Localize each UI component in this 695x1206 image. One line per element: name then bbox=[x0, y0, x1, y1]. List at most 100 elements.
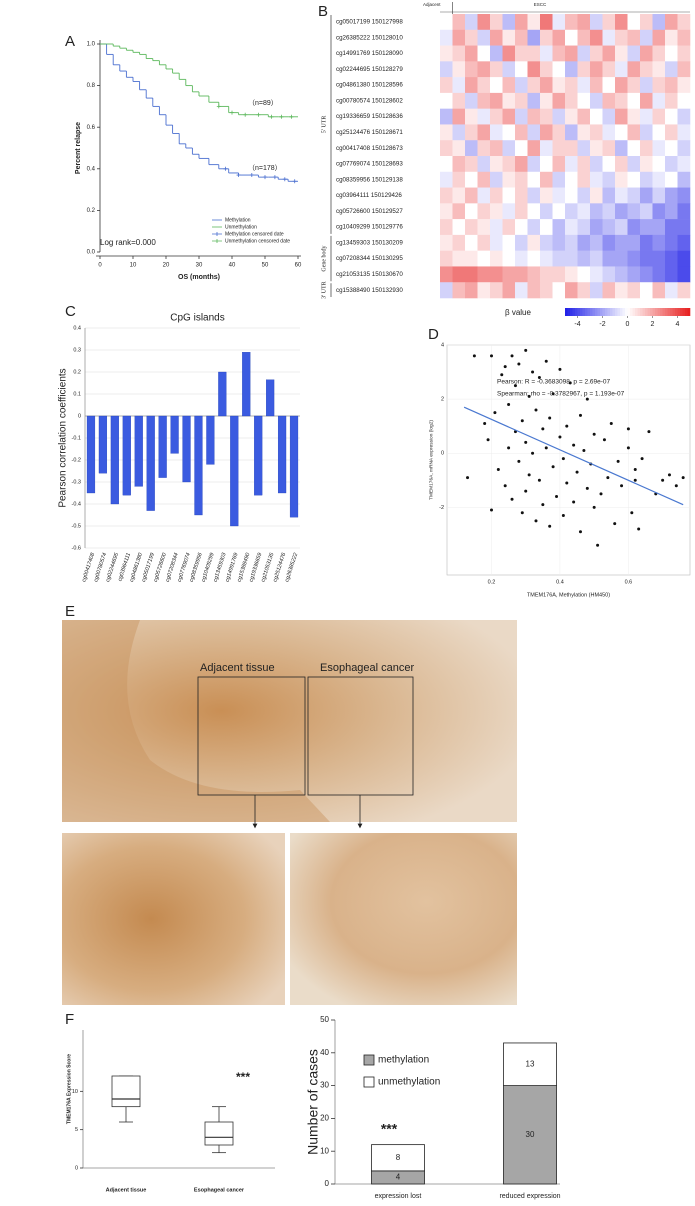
heatmap-cell bbox=[665, 250, 678, 267]
y-tick-label: 30 bbox=[320, 1081, 329, 1090]
row-label: cg07208344 150130295 bbox=[336, 255, 403, 262]
colorbar-step bbox=[605, 308, 608, 316]
heatmap-cell bbox=[477, 92, 491, 109]
heatmap-cell bbox=[590, 140, 603, 157]
panel-label: C bbox=[65, 303, 76, 320]
y-tick-label: 0.0 bbox=[87, 250, 96, 256]
heatmap-cell bbox=[540, 250, 553, 267]
panel-label: B bbox=[318, 3, 328, 20]
point bbox=[524, 440, 528, 444]
colorbar-step bbox=[685, 308, 688, 316]
heatmap-cell bbox=[565, 282, 578, 299]
value-label: 8 bbox=[396, 1153, 401, 1162]
heatmap-cell bbox=[640, 171, 653, 188]
row-label: cg07769074 150128693 bbox=[336, 161, 403, 168]
heatmap-cell bbox=[565, 45, 578, 62]
heatmap-cell bbox=[615, 140, 628, 157]
heatmap-cell bbox=[527, 282, 541, 299]
heatmap-cell bbox=[565, 124, 578, 141]
heatmap-cell bbox=[452, 219, 466, 236]
heatmap-cell bbox=[527, 203, 541, 220]
region-label: Gene body bbox=[321, 245, 327, 271]
heatmap-cell bbox=[465, 203, 478, 220]
heatmap-cell bbox=[515, 108, 528, 125]
colorbar-step bbox=[632, 308, 636, 316]
heatmap-cell bbox=[615, 266, 628, 283]
y-tick-label: 0.8 bbox=[87, 83, 96, 89]
point bbox=[534, 519, 538, 523]
row-label: cg26385222 150128010 bbox=[336, 34, 403, 41]
heatmap-cell bbox=[440, 14, 453, 31]
heatmap-cell bbox=[552, 77, 566, 94]
y-tick-label: -0.2 bbox=[72, 457, 81, 463]
heatmap-cell bbox=[590, 124, 603, 141]
heatmap-cell bbox=[502, 77, 516, 94]
point bbox=[572, 443, 576, 447]
trend-line bbox=[463, 406, 684, 506]
heatmap-cell bbox=[490, 219, 503, 236]
heatmap-cell bbox=[677, 29, 691, 46]
y-axis-label: TMEM176A Expression Score bbox=[66, 1054, 72, 1124]
heatmap-cell bbox=[440, 61, 453, 78]
heatmap-cell bbox=[490, 203, 503, 220]
heatmap-cell bbox=[665, 219, 678, 236]
heatmap-cell bbox=[440, 282, 453, 299]
point bbox=[572, 500, 576, 504]
heatmap-cell bbox=[552, 140, 566, 157]
heatmap-cell bbox=[590, 219, 603, 236]
heatmap-cell bbox=[452, 61, 466, 78]
heatmap-cell bbox=[502, 282, 516, 299]
heatmap-cell bbox=[577, 187, 591, 204]
colorbar-step bbox=[642, 308, 646, 316]
colorbar-step bbox=[660, 308, 663, 316]
heatmap-cell bbox=[440, 187, 453, 204]
heatmap-cell bbox=[515, 282, 528, 299]
heatmap-cell bbox=[590, 14, 603, 31]
heatmap-cell bbox=[677, 282, 691, 299]
heatmap-cell bbox=[677, 45, 691, 62]
colorbar-step bbox=[585, 308, 588, 316]
y-tick-label: 4 bbox=[441, 342, 444, 348]
box bbox=[204, 1121, 234, 1146]
heatmap-cell bbox=[477, 61, 491, 78]
row-label: cg21053135 150130670 bbox=[336, 271, 403, 278]
heatmap-cell bbox=[677, 14, 691, 31]
point bbox=[585, 486, 589, 490]
colorbar-step bbox=[597, 308, 601, 316]
heatmap-cell bbox=[590, 266, 603, 283]
heatmap-cell bbox=[452, 77, 466, 94]
colorbar-step bbox=[565, 308, 568, 316]
heatmap-cell bbox=[465, 156, 478, 173]
colorbar-step bbox=[637, 308, 641, 316]
censor-mark bbox=[292, 179, 297, 184]
heatmap-cell bbox=[615, 61, 628, 78]
y-tick-label: 0 bbox=[325, 1179, 330, 1188]
colorbar-step bbox=[575, 308, 578, 316]
y-axis-label: Number of cases bbox=[305, 1049, 321, 1155]
heatmap-cell bbox=[490, 29, 503, 46]
heatmap-cell bbox=[665, 140, 678, 157]
colorbar-step bbox=[622, 308, 626, 316]
heatmap-cell bbox=[502, 203, 516, 220]
point bbox=[517, 459, 521, 463]
heatmap-cell bbox=[477, 219, 491, 236]
x-tick-label: 20 bbox=[163, 263, 170, 269]
heatmap-cell bbox=[540, 203, 553, 220]
y-tick-label: 1.0 bbox=[87, 42, 96, 48]
heatmap-cell bbox=[527, 234, 541, 251]
heatmap-cell bbox=[640, 156, 653, 173]
heatmap-cell bbox=[515, 140, 528, 157]
heatmap-cell bbox=[677, 234, 691, 251]
heatmap-cell bbox=[477, 187, 491, 204]
heatmap-cell bbox=[490, 156, 503, 173]
heatmap-cell bbox=[452, 203, 466, 220]
heatmap-cell bbox=[665, 124, 678, 141]
heatmap-cell bbox=[552, 124, 566, 141]
point bbox=[466, 476, 470, 480]
colorbar-step bbox=[627, 308, 631, 316]
heatmap-cell bbox=[640, 234, 653, 251]
heatmap-cell bbox=[465, 187, 478, 204]
heatmap-cell bbox=[577, 156, 591, 173]
zoom-box bbox=[197, 676, 306, 796]
heatmap-cell bbox=[615, 108, 628, 125]
